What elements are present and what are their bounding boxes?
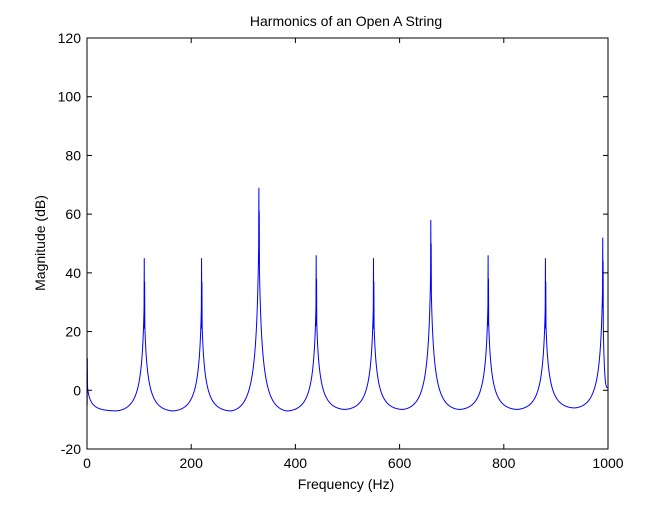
y-tick-label: 120 [58, 30, 82, 46]
y-axis-label: Magnitude (dB) [32, 195, 48, 291]
y-tick-label: 100 [58, 89, 82, 105]
x-tick-label: 1000 [592, 455, 623, 471]
x-tick-label: 400 [284, 455, 308, 471]
y-tick-label: 80 [65, 147, 81, 163]
series-line [87, 187, 608, 412]
y-tick-label: 40 [65, 265, 81, 281]
x-tick-label: 200 [180, 455, 204, 471]
y-tick-label: 0 [73, 382, 81, 398]
chart-title: Harmonics of an Open A String [250, 13, 442, 29]
y-tick-label: 60 [65, 206, 81, 222]
x-axis-label: Frequency (Hz) [298, 476, 394, 492]
y-tick-label: 20 [65, 324, 81, 340]
x-tick-label: 0 [83, 455, 91, 471]
y-tick-label: -20 [61, 441, 81, 457]
x-tick-label: 600 [388, 455, 412, 471]
axes-box [86, 37, 609, 450]
plot-area [87, 38, 608, 449]
x-tick-label: 800 [492, 455, 516, 471]
